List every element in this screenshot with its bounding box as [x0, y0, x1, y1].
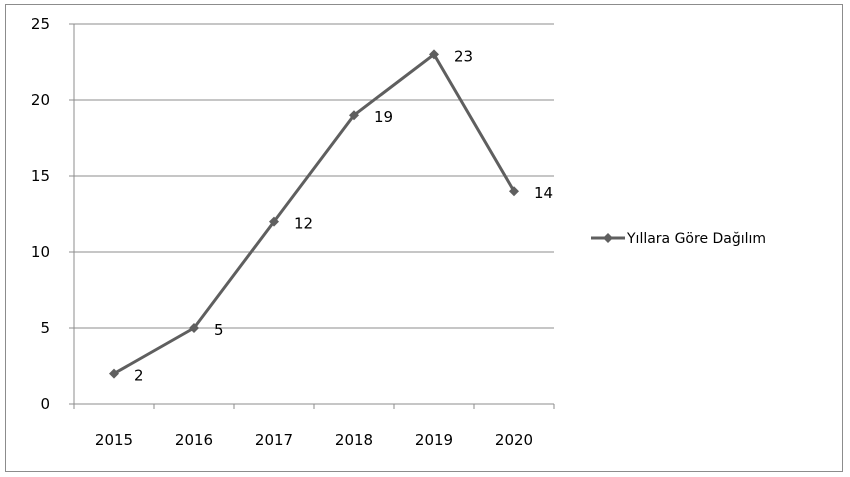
series-line: [113, 52, 516, 375]
legend-label: Yıllara Göre Dağılım: [626, 231, 766, 247]
x-tick-label: 2016: [175, 431, 213, 449]
y-tick-label: 0: [40, 395, 50, 413]
y-tick-label: 5: [40, 319, 50, 337]
series-group: 2 5 12 19 23 14: [109, 47, 553, 385]
x-tick-labels: 2015 2016 2017 2018 2019 2020: [95, 431, 533, 449]
y-tick-label: 20: [31, 91, 50, 109]
x-tick-label: 2015: [95, 431, 133, 449]
x-tick-label: 2019: [415, 431, 453, 449]
legend: Yıllara Göre Dağılım: [591, 231, 766, 247]
data-label: 5: [214, 321, 224, 339]
data-label: 23: [454, 47, 473, 65]
data-point: [349, 110, 359, 121]
data-label: 19: [374, 108, 393, 126]
x-tick-label: 2020: [495, 431, 533, 449]
data-label: 12: [294, 215, 313, 233]
y-tick-labels: 0 5 10 15 20 25: [31, 15, 50, 413]
data-point: [429, 49, 439, 60]
x-tick-label: 2017: [255, 431, 293, 449]
data-point: [189, 323, 199, 333]
y-tick-label: 15: [31, 167, 50, 185]
x-tick-label: 2018: [335, 431, 373, 449]
data-label: 14: [534, 184, 553, 202]
data-point: [269, 216, 279, 227]
data-point: [509, 186, 519, 197]
axes: [69, 23, 555, 409]
legend-marker: [603, 233, 613, 243]
gridlines: [74, 23, 554, 329]
data-label: 2: [134, 367, 144, 385]
data-point: [109, 368, 119, 379]
chart-frame: [5, 4, 843, 472]
y-tick-label: 25: [31, 15, 50, 33]
y-tick-label: 10: [31, 243, 50, 261]
